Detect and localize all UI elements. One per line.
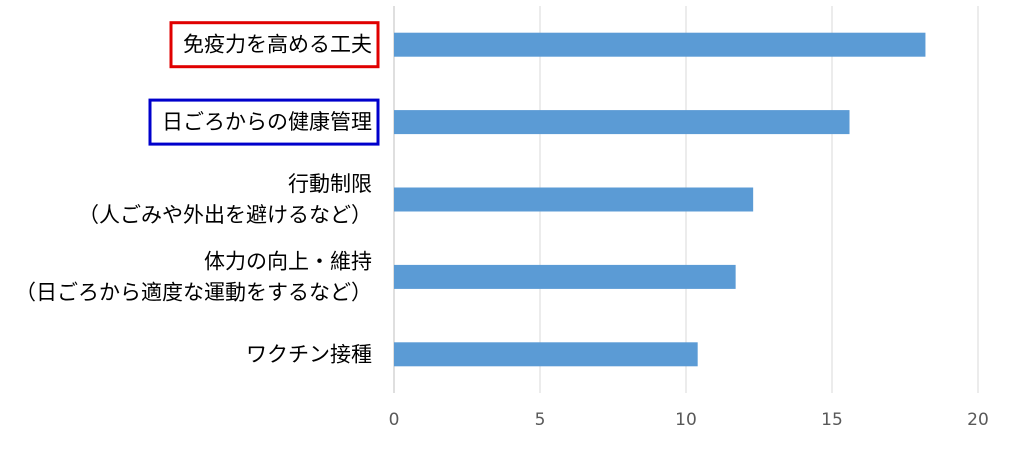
x-tick-label: 20 bbox=[967, 410, 989, 430]
highlight-boxes bbox=[148, 21, 380, 146]
x-tick-label: 0 bbox=[389, 410, 400, 430]
x-tick-label: 15 bbox=[821, 410, 843, 430]
highlight-box bbox=[148, 98, 380, 146]
category-label: 体力の向上・維持 bbox=[204, 249, 372, 273]
category-label: 日ごろからの健康管理 bbox=[162, 110, 372, 134]
bar bbox=[394, 342, 698, 367]
bar bbox=[394, 187, 754, 212]
highlight-box bbox=[169, 21, 380, 69]
bar bbox=[394, 110, 850, 135]
bar bbox=[394, 32, 926, 57]
bars bbox=[394, 32, 926, 367]
tick-labels: 0 5 10 15 20 bbox=[389, 410, 989, 430]
x-tick-label: 10 bbox=[675, 410, 697, 430]
category-label: 行動制限 bbox=[288, 172, 372, 196]
x-tick-label: 5 bbox=[535, 410, 546, 430]
category-label: 免疫力を高める工夫 bbox=[183, 33, 372, 57]
category-label: （日ごろから適度な運動をするなど） bbox=[15, 280, 372, 304]
bar bbox=[394, 264, 736, 289]
category-label: ワクチン接種 bbox=[246, 342, 372, 366]
category-label: （人ごみや外出を避けるなど） bbox=[78, 203, 372, 227]
